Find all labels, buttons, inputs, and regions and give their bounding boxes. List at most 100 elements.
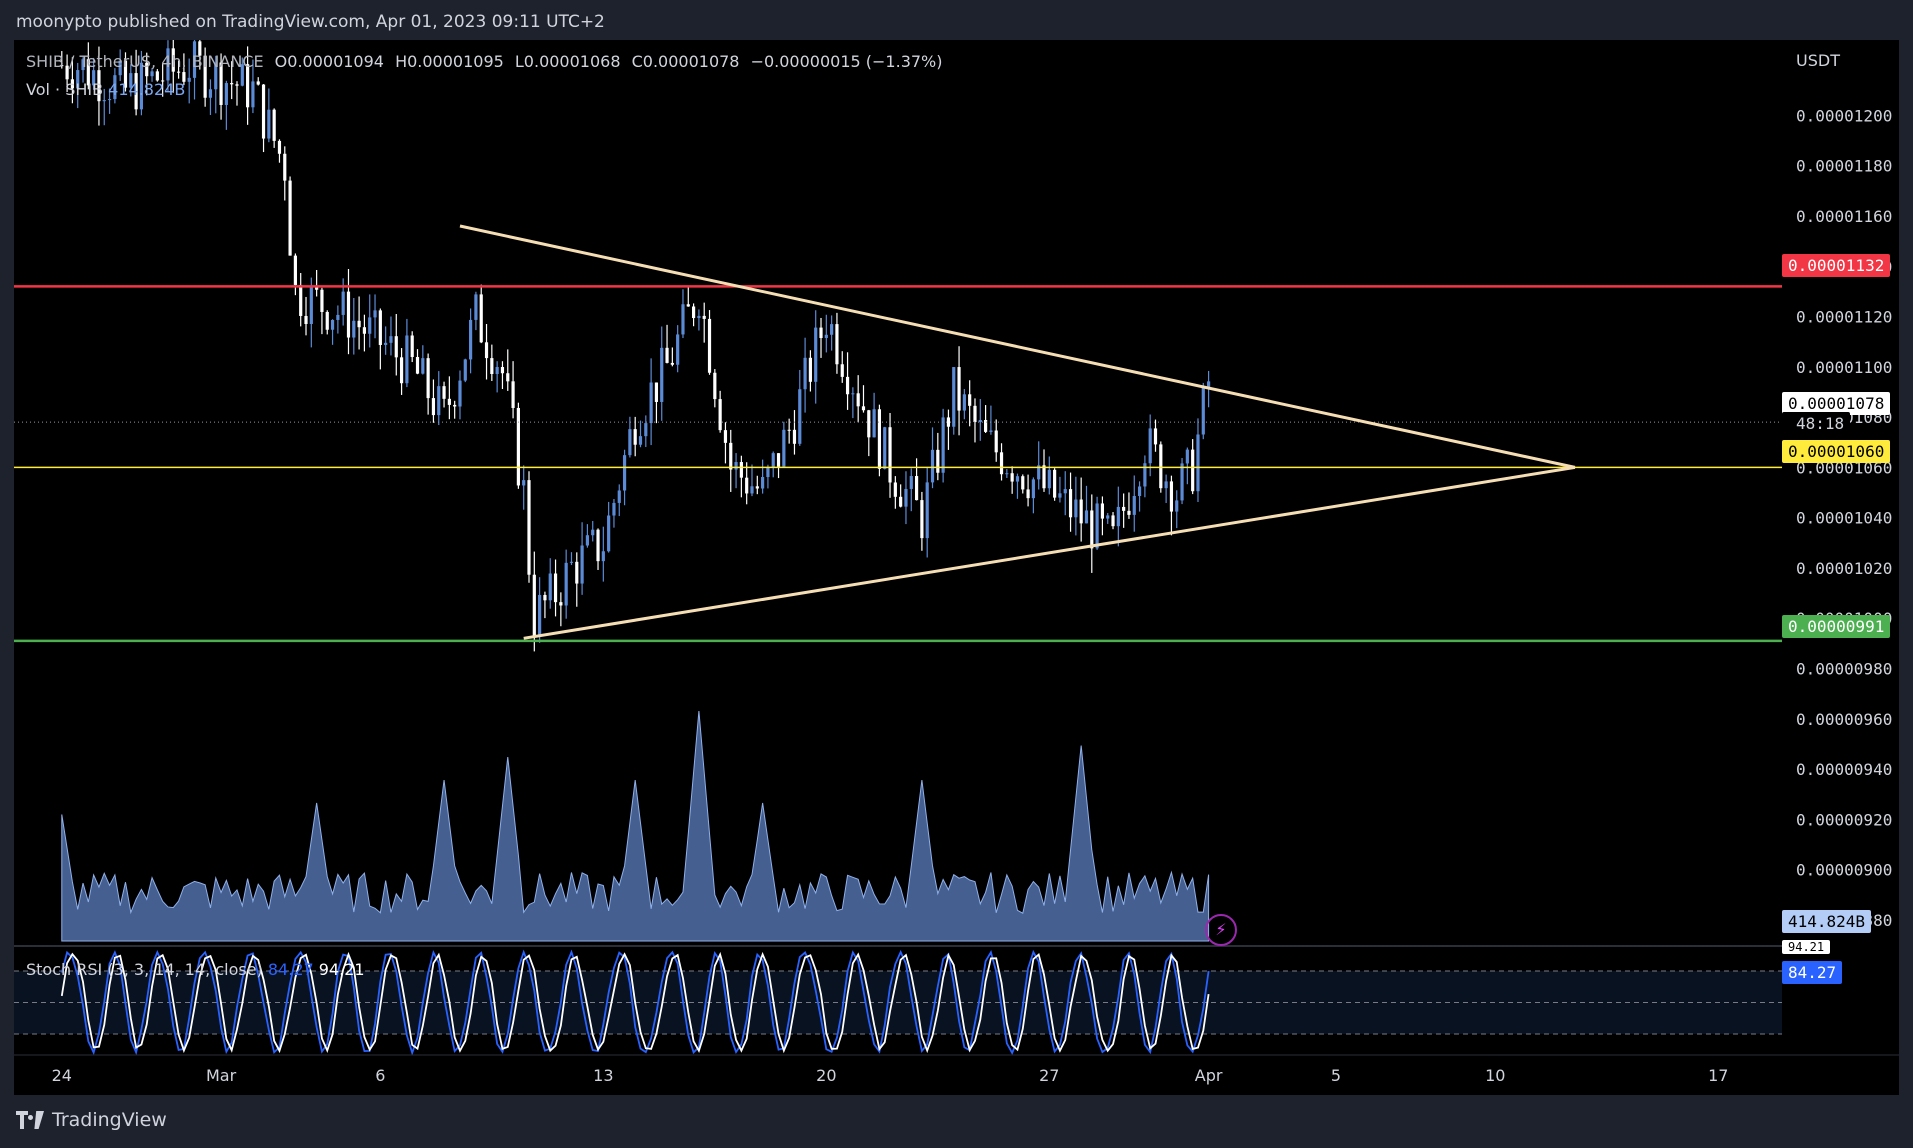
candle-body xyxy=(575,561,579,584)
volume-series xyxy=(61,710,1210,942)
candle-body xyxy=(994,430,998,453)
stoch-rsi-k-tag: 84.27 xyxy=(1782,961,1843,984)
x-tick-label: 20 xyxy=(816,1066,836,1085)
candle-body xyxy=(999,452,1004,475)
current-price-tag: 0.00001078 xyxy=(1782,392,1891,415)
candle-body xyxy=(713,372,717,400)
tradingview-logo-icon xyxy=(16,1111,44,1129)
countdown-tag: 48:18 xyxy=(1782,412,1851,435)
x-tick-label: Apr xyxy=(1195,1066,1223,1085)
change-value: −0.00000015 (−1.37%) xyxy=(750,52,943,71)
volume-legend: Vol · SHIB 414.824B xyxy=(26,80,185,99)
candle-body xyxy=(952,367,956,427)
candle-body xyxy=(277,140,282,154)
candle-body xyxy=(283,153,287,181)
volume-tag: 414.824B xyxy=(1782,910,1872,933)
candle-body xyxy=(914,476,919,501)
candle-body xyxy=(442,386,446,399)
candle-body xyxy=(129,73,133,88)
candle-body xyxy=(1201,387,1205,435)
candle-body xyxy=(761,477,765,489)
candle-body xyxy=(1037,465,1041,480)
candle-body xyxy=(729,442,733,470)
candle-body xyxy=(877,409,882,469)
candle-body xyxy=(474,294,478,320)
candle-body xyxy=(904,488,908,507)
candle-body xyxy=(389,336,393,343)
y-tick-label: 0.00001180 xyxy=(1796,157,1892,176)
candle-body xyxy=(336,314,340,320)
y-tick-label: 0.00001020 xyxy=(1796,559,1892,578)
candle-body xyxy=(368,317,372,334)
candle-body xyxy=(230,83,234,85)
candle-body xyxy=(219,62,223,105)
candle-body xyxy=(511,381,515,408)
candle-body xyxy=(373,310,377,318)
candle-body xyxy=(405,335,409,384)
candle-body xyxy=(1180,463,1184,501)
candle-body xyxy=(1122,506,1126,511)
candle-body xyxy=(410,335,414,358)
candle-body xyxy=(899,496,903,507)
candle-body xyxy=(139,62,144,110)
candle-body xyxy=(957,367,961,411)
candle-body xyxy=(240,64,244,86)
candle-body xyxy=(835,324,839,365)
candle-body xyxy=(968,394,972,406)
candle-body xyxy=(490,358,494,375)
candle-body xyxy=(1053,469,1057,498)
candle-body xyxy=(330,319,335,330)
stoch-rsi-legend: Stoch RSI (3, 3, 14, 14, close) 84.27 94… xyxy=(26,960,365,979)
candle-body xyxy=(1100,503,1105,519)
stoch-rsi-label[interactable]: Stoch RSI (3, 3, 14, 14, close) xyxy=(26,960,263,979)
candle-body xyxy=(1153,428,1158,445)
candle-body xyxy=(819,327,823,339)
y-tick-label: 0.00001040 xyxy=(1796,509,1892,528)
candle-body xyxy=(612,502,616,516)
candle-body xyxy=(1074,499,1078,518)
y-tick-label: 0.00000960 xyxy=(1796,710,1892,729)
triangle-pattern xyxy=(459,224,1576,640)
candle-body xyxy=(288,180,292,256)
candle-body xyxy=(1079,499,1083,524)
volume-label[interactable]: Vol · SHIB xyxy=(26,80,104,99)
candle-body xyxy=(458,380,462,407)
candle-body xyxy=(527,480,531,575)
candle-body xyxy=(166,48,170,81)
candle-body xyxy=(559,602,563,606)
resistance-price-tag: 0.00001132 xyxy=(1782,254,1891,277)
price-chart[interactable]: 0.00 USDT 0.00001200 0.00001180 0.00001160 0… xyxy=(14,40,1899,1095)
candle-body xyxy=(182,72,186,82)
candle-body xyxy=(633,429,637,445)
candle-body xyxy=(272,109,276,141)
candle-body xyxy=(707,318,712,373)
candle-body xyxy=(766,467,770,478)
candle-body xyxy=(431,398,436,416)
candle-body xyxy=(845,376,850,395)
candle-body xyxy=(118,60,122,76)
stoch-rsi-pane: 0.00 xyxy=(14,949,1835,1061)
candle-body xyxy=(421,358,425,374)
candle-body xyxy=(261,84,266,139)
candle-body xyxy=(750,486,754,494)
candle-body xyxy=(315,286,319,290)
volume-value: 414.824B xyxy=(108,80,186,99)
lightning-icon[interactable]: ⚡ xyxy=(1205,914,1237,946)
candle-body xyxy=(861,406,866,411)
candle-body xyxy=(81,59,85,71)
candle-body xyxy=(246,64,250,108)
candle-body xyxy=(1021,476,1025,490)
candle-body xyxy=(1047,469,1051,489)
tradingview-logo[interactable]: TradingView xyxy=(16,1109,167,1131)
candle-body xyxy=(267,109,271,139)
candle-body xyxy=(1111,515,1115,527)
candle-body xyxy=(989,430,993,432)
candle-body xyxy=(548,573,552,601)
candle-body xyxy=(325,311,329,330)
top-bar: moonypto published on TradingView.com, A… xyxy=(0,0,1913,44)
candle-body xyxy=(803,357,807,390)
candle-body xyxy=(681,304,685,335)
candle-body xyxy=(782,429,786,467)
symbol-label[interactable]: SHIB / TetherUS, 4h, BINANCE xyxy=(26,52,264,71)
candle-body xyxy=(107,99,112,101)
